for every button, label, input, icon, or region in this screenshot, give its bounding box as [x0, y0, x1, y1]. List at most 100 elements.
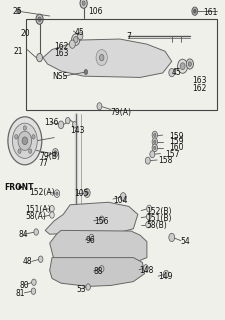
Circle shape — [17, 9, 20, 14]
Circle shape — [58, 121, 63, 129]
Circle shape — [18, 149, 21, 153]
Circle shape — [31, 288, 36, 294]
Text: 106: 106 — [88, 7, 102, 16]
Circle shape — [15, 135, 18, 139]
Text: 151(B): 151(B) — [146, 214, 171, 223]
Text: 162: 162 — [54, 42, 68, 51]
Text: 105: 105 — [74, 189, 89, 198]
Text: 45: 45 — [171, 68, 181, 77]
Text: 20: 20 — [20, 29, 30, 38]
Circle shape — [99, 54, 104, 61]
Circle shape — [84, 69, 87, 75]
Circle shape — [193, 9, 195, 13]
Text: 160: 160 — [169, 143, 183, 152]
Circle shape — [149, 151, 154, 158]
Circle shape — [8, 117, 42, 165]
Circle shape — [187, 62, 191, 66]
Circle shape — [36, 14, 43, 24]
Text: FRONT: FRONT — [4, 183, 34, 192]
Text: 25: 25 — [12, 7, 22, 16]
Circle shape — [96, 50, 107, 66]
Circle shape — [23, 126, 26, 130]
Text: NSS: NSS — [52, 72, 67, 81]
Circle shape — [65, 117, 70, 124]
Circle shape — [80, 0, 87, 8]
Circle shape — [36, 53, 42, 62]
Circle shape — [34, 229, 38, 235]
Circle shape — [153, 133, 155, 137]
Circle shape — [32, 279, 36, 285]
Circle shape — [54, 190, 59, 197]
Polygon shape — [43, 39, 171, 77]
Polygon shape — [50, 258, 144, 286]
Circle shape — [168, 233, 174, 242]
Text: 148: 148 — [138, 266, 153, 275]
Text: 79(B): 79(B) — [39, 152, 60, 161]
Circle shape — [50, 212, 54, 218]
Circle shape — [85, 191, 88, 195]
Circle shape — [191, 7, 197, 15]
Text: 88: 88 — [93, 267, 103, 276]
Text: 96: 96 — [86, 236, 95, 245]
Text: 156: 156 — [93, 217, 108, 226]
Circle shape — [69, 40, 75, 48]
Circle shape — [52, 148, 58, 157]
Circle shape — [163, 270, 168, 278]
Circle shape — [151, 131, 157, 139]
Text: 54: 54 — [180, 237, 190, 246]
Circle shape — [99, 266, 104, 272]
Circle shape — [89, 234, 93, 241]
Circle shape — [29, 149, 32, 153]
Circle shape — [77, 32, 83, 40]
Circle shape — [151, 138, 157, 146]
Circle shape — [145, 221, 150, 228]
Circle shape — [38, 256, 43, 262]
Circle shape — [12, 123, 37, 158]
Circle shape — [38, 17, 41, 21]
Text: 53: 53 — [76, 285, 86, 294]
Text: 48: 48 — [22, 257, 32, 266]
Text: 77: 77 — [38, 159, 48, 168]
Text: 84: 84 — [18, 230, 28, 239]
Text: 58(A): 58(A) — [25, 212, 45, 221]
Text: 45: 45 — [74, 28, 84, 36]
Text: 7: 7 — [126, 32, 131, 41]
Text: 161: 161 — [202, 8, 217, 17]
Text: 136: 136 — [44, 118, 58, 127]
Text: 152(B): 152(B) — [146, 207, 171, 216]
Text: 159: 159 — [169, 132, 183, 140]
Circle shape — [146, 205, 151, 212]
Circle shape — [97, 103, 101, 110]
Text: 163: 163 — [54, 49, 68, 58]
Circle shape — [145, 157, 150, 164]
Circle shape — [82, 1, 85, 5]
Text: 104: 104 — [112, 196, 127, 205]
Text: 152(A): 152(A) — [29, 188, 55, 196]
Circle shape — [179, 63, 184, 70]
Circle shape — [83, 188, 90, 197]
Text: 149: 149 — [158, 272, 172, 281]
Circle shape — [146, 213, 150, 220]
Text: 151(A): 151(A) — [25, 205, 50, 214]
Circle shape — [54, 151, 56, 155]
Circle shape — [185, 59, 193, 69]
Text: 79(A): 79(A) — [110, 108, 131, 116]
Circle shape — [151, 144, 157, 152]
Text: 159: 159 — [169, 137, 183, 146]
Text: 162: 162 — [191, 84, 206, 93]
Circle shape — [22, 137, 27, 145]
Polygon shape — [45, 202, 137, 237]
Text: 157: 157 — [164, 150, 179, 159]
Text: 58(B): 58(B) — [146, 221, 166, 230]
Circle shape — [153, 140, 155, 143]
Circle shape — [73, 36, 78, 43]
Circle shape — [120, 193, 126, 201]
Text: 81: 81 — [16, 289, 25, 298]
Circle shape — [71, 34, 79, 45]
Circle shape — [56, 192, 58, 195]
Circle shape — [50, 205, 54, 212]
Circle shape — [18, 131, 32, 150]
Circle shape — [168, 68, 174, 77]
Circle shape — [99, 216, 104, 222]
Text: 163: 163 — [191, 76, 206, 85]
